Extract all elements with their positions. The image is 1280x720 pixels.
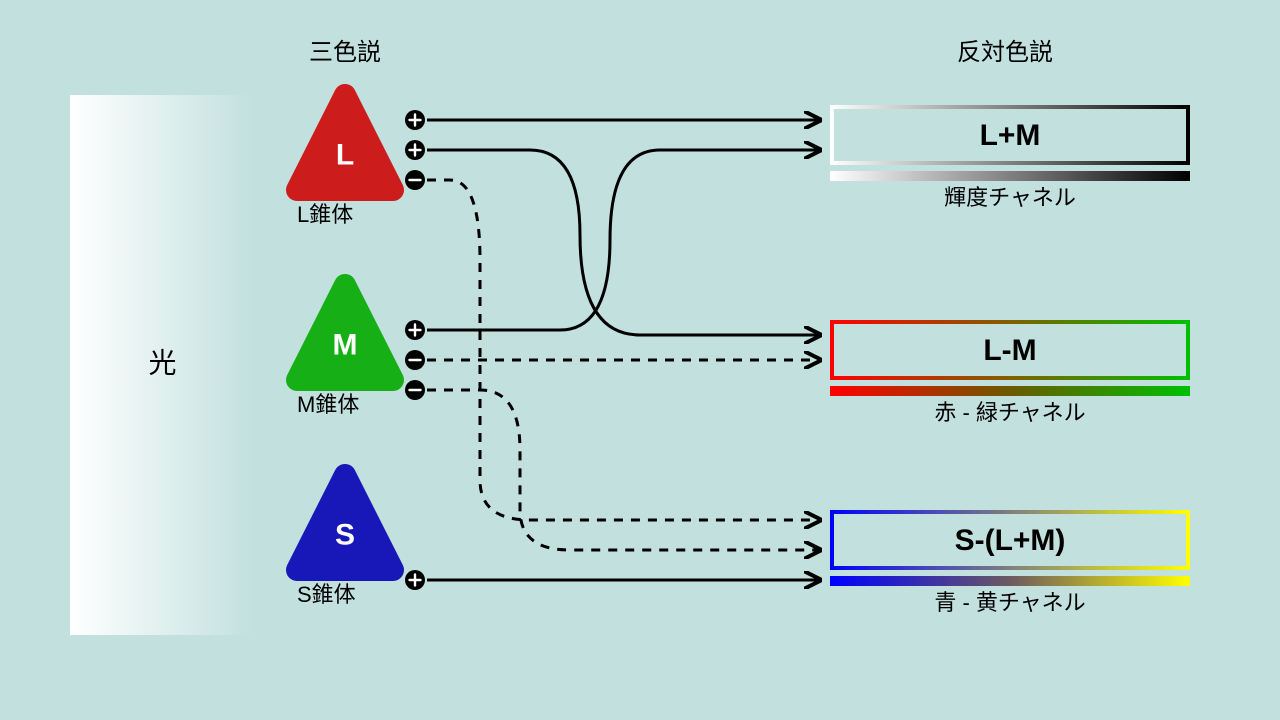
channel-bar-blue-yellow (830, 576, 1190, 586)
sign-M3 (405, 380, 425, 400)
cone-letter-M: M (333, 329, 358, 362)
sign-M2 (405, 350, 425, 370)
sign-S1 (405, 570, 425, 590)
cone-letter-S: S (335, 519, 355, 552)
header-trichromatic: 三色説 (309, 39, 381, 66)
channel-label-luminance: 輝度チャネル (944, 185, 1076, 210)
channel-formula-red-green: L-M (983, 334, 1036, 367)
channel-formula-blue-yellow: S-(L+M) (955, 524, 1066, 557)
sign-L2 (405, 140, 425, 160)
cone-label-L: L錐体 (297, 202, 353, 227)
cone-label-S: S錐体 (297, 582, 356, 607)
channel-bar-red-green (830, 386, 1190, 396)
channel-bar-luminance (830, 171, 1190, 181)
channel-formula-luminance: L+M (980, 119, 1041, 152)
header-opponent: 反対色説 (957, 39, 1053, 66)
sign-M1 (405, 320, 425, 340)
channel-label-red-green: 赤 - 緑チャネル (934, 400, 1085, 425)
light-label: 光 (148, 347, 176, 378)
sign-L1 (405, 110, 425, 130)
sign-L3 (405, 170, 425, 190)
channel-label-blue-yellow: 青 - 黄チャネル (934, 590, 1085, 615)
cone-label-M: M錐体 (297, 392, 359, 417)
cone-letter-L: L (336, 139, 354, 172)
